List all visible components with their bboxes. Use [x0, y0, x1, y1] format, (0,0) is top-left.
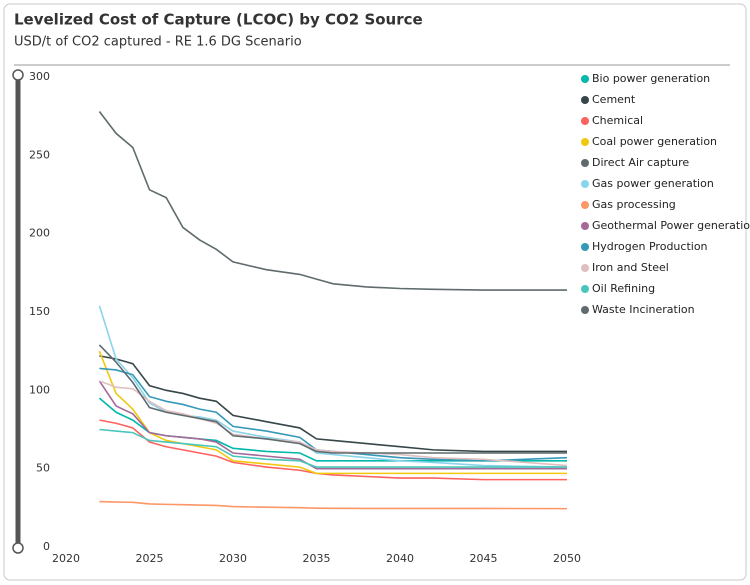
y-tick-label: 100	[29, 383, 50, 396]
legend-marker	[581, 222, 589, 230]
legend-label: Chemical	[592, 114, 643, 127]
legend-marker	[581, 117, 589, 125]
series-line	[98, 110, 567, 291]
y-tick-label: 300	[29, 70, 50, 83]
legend-label: Coal power generation	[592, 135, 717, 148]
slider-handle[interactable]	[12, 542, 24, 554]
y-tick-label: 250	[29, 148, 50, 161]
x-tick-label: 2020	[52, 552, 80, 565]
x-tick-label: 2030	[219, 552, 247, 565]
legend-marker	[581, 201, 589, 209]
series-line	[98, 344, 567, 454]
y-tick-label: 200	[29, 227, 50, 240]
legend-marker	[581, 243, 589, 251]
chart-title: Levelized Cost of Capture (LCOC) by CO2 …	[14, 11, 423, 29]
legend-marker	[581, 180, 589, 188]
card	[3, 3, 747, 581]
legend-label: Cement	[592, 93, 636, 106]
x-tick-label: 2035	[303, 552, 331, 565]
legend-label: Hydrogen Production	[592, 240, 708, 253]
x-tick-label: 2045	[470, 552, 498, 565]
slider-handle[interactable]	[12, 69, 24, 81]
legend-label: Gas power generation	[592, 177, 714, 190]
x-tick-label: 2040	[386, 552, 414, 565]
series-line	[98, 380, 567, 470]
y-tick-label: 0	[43, 540, 50, 553]
series-line	[99, 355, 567, 453]
legend-marker	[581, 285, 589, 293]
y-tick-label: 50	[36, 462, 50, 475]
series-line	[99, 367, 568, 462]
legend-label: Direct Air capture	[592, 156, 689, 169]
legend-marker	[581, 264, 589, 272]
legend-label: Iron and Steel	[592, 261, 669, 274]
x-tick-label: 2050	[553, 552, 581, 565]
legend-label: Gas processing	[592, 198, 676, 211]
legend-marker	[581, 138, 589, 146]
legend-marker	[581, 306, 589, 314]
legend-marker	[581, 75, 589, 83]
legend-marker	[581, 96, 589, 104]
series-line	[99, 428, 567, 468]
legend-label: Geothermal Power generation	[592, 219, 750, 232]
series-line	[99, 500, 568, 510]
y-tick-label: 150	[29, 305, 50, 318]
legend-marker	[581, 159, 589, 167]
x-tick-label: 2025	[136, 552, 164, 565]
legend-label: Bio power generation	[592, 72, 710, 85]
legend-label: Waste Incineration	[592, 303, 695, 316]
chart-subtitle: USD/t of CO2 captured - RE 1.6 DG Scenar…	[14, 35, 302, 50]
legend-label: Oil Refining	[592, 282, 655, 295]
